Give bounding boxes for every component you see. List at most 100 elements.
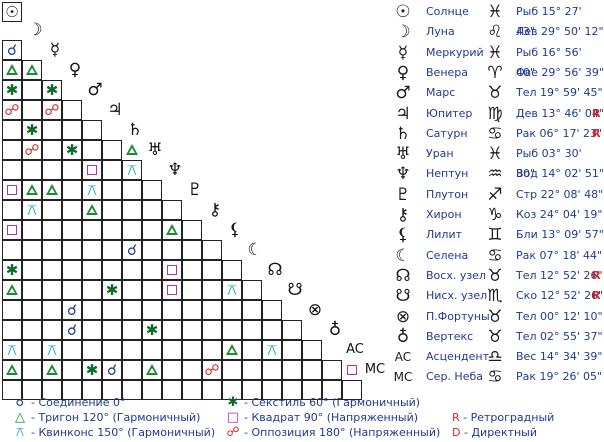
aspect-mark-conjunction: ☌ xyxy=(126,241,138,259)
planet-name: Солнце xyxy=(426,5,469,18)
grid-header-16: ♁ xyxy=(328,320,342,340)
aspect-cell xyxy=(62,240,82,260)
planet-name: Асцендент xyxy=(426,350,489,364)
planet-position: Вод 14° 02' 51" xyxy=(516,167,604,181)
aspect-mark-quincunx: ⚻ xyxy=(47,341,57,359)
aspect-cell xyxy=(142,200,162,220)
aspect-mark-conjunction: ☌ xyxy=(66,301,78,319)
aspect-mark-opposition: ☍ xyxy=(24,141,40,159)
aspect-mark-square xyxy=(162,260,182,280)
aspect-cell xyxy=(262,380,282,400)
grid-header-4: ♂ xyxy=(87,80,103,100)
planet-position: Тел 02° 55' 37" xyxy=(516,329,603,343)
trine-icon xyxy=(26,184,38,195)
planet-glyph-icon: ♀ xyxy=(396,62,410,83)
opposition-icon: ☍ xyxy=(226,425,240,440)
aspect-cell xyxy=(182,300,202,320)
planet-position: Тел 12° 52' 26" xyxy=(516,268,603,282)
aspect-cell xyxy=(2,160,22,180)
planet-glyph-icon: AC xyxy=(394,350,412,365)
aspect-cell xyxy=(182,240,202,260)
grid-header-10: ⚷ xyxy=(208,200,222,220)
aspect-cell xyxy=(62,260,82,280)
planet-position: Рак 06° 17' 23" xyxy=(516,126,603,140)
zodiac-sign-icon: ♉ xyxy=(487,306,503,327)
aspect-cell xyxy=(302,340,322,360)
planet-name: Нисх. узел xyxy=(426,289,488,303)
aspect-cell xyxy=(182,280,202,300)
aspect-cell xyxy=(162,300,182,320)
planet-row: ♅ Уран ♓ Рыб 03° 30' 30" xyxy=(392,144,604,180)
planet-glyph-icon: ♇ xyxy=(395,184,411,205)
aspect-cell xyxy=(82,320,102,340)
aspect-cell xyxy=(202,260,222,280)
planet-glyph-icon: ☋ xyxy=(395,286,411,307)
aspect-cell xyxy=(62,140,82,160)
aspect-cell xyxy=(62,160,82,180)
grid-header-12: ☾ xyxy=(247,240,263,260)
aspect-mark-trine xyxy=(2,360,22,380)
grid-header-5: ♃ xyxy=(107,100,123,120)
planet-row: ☉ Солнце ♓ Рыб 15° 27' 43" xyxy=(392,2,604,38)
planet-name: Меркурий xyxy=(426,45,484,59)
aspect-cell xyxy=(242,340,262,360)
aspect-cell xyxy=(2,340,22,360)
square-icon xyxy=(347,365,357,375)
aspect-cell xyxy=(222,380,242,400)
aspect-cell xyxy=(62,300,82,320)
aspect-cell xyxy=(22,80,42,100)
aspect-cell xyxy=(322,380,342,400)
trine-icon xyxy=(26,64,38,75)
aspect-cell xyxy=(322,360,342,380)
aspect-cell xyxy=(102,360,122,380)
planet-name: Селена xyxy=(426,248,469,262)
square-icon xyxy=(7,225,17,235)
planet-row: ♁ Вертекс ♉ Тел 02° 55' 37" xyxy=(392,327,604,347)
aspect-cell xyxy=(122,180,142,200)
planet-name: Марс xyxy=(426,86,456,100)
retrograde-flag: R xyxy=(592,268,601,282)
trine-icon xyxy=(126,144,138,155)
planet-name: Луна xyxy=(426,25,455,39)
aspect-cell xyxy=(222,300,242,320)
aspect-cell xyxy=(122,380,142,400)
aspect-cell xyxy=(242,320,262,340)
aspect-cell xyxy=(182,320,202,340)
planet-name: Восх. узел xyxy=(426,268,486,282)
aspect-cell xyxy=(162,240,182,260)
aspect-cell xyxy=(222,280,242,300)
planet-row: ⚷ Хирон ♑ Коз 24° 04' 19" xyxy=(392,205,604,225)
planet-position: Дев 13° 46' 04" xyxy=(516,106,604,120)
aspect-cell xyxy=(82,360,102,380)
aspect-cell xyxy=(82,260,102,280)
aspect-mark-trine xyxy=(2,280,22,300)
trine-icon xyxy=(46,184,58,195)
grid-header-9: ♇ xyxy=(187,180,203,200)
aspect-mark-sextile: ✱ xyxy=(5,81,19,99)
grid-header-6: ♄ xyxy=(127,120,143,140)
aspect-cell xyxy=(222,260,242,280)
aspect-cell xyxy=(62,100,82,120)
aspect-cell xyxy=(42,220,62,240)
aspect-cell xyxy=(262,320,282,340)
planet-row: ☾ Селена ♋ Рак 07° 18' 44" xyxy=(392,246,604,266)
planet-row: ♇ Плутон ♐ Стр 22° 08' 48" xyxy=(392,185,604,205)
planet-row: ⚸ Лилит ♊ Бли 13° 09' 57" xyxy=(392,225,604,245)
aspect-cell xyxy=(82,380,102,400)
aspect-cell xyxy=(122,220,142,240)
aspect-cell xyxy=(202,320,222,340)
aspect-cell xyxy=(2,120,22,140)
planet-glyph-icon: ☊ xyxy=(395,265,411,286)
aspect-cell xyxy=(62,280,82,300)
aspect-cell xyxy=(2,80,22,100)
aspect-mark-sextile: ✱ xyxy=(85,361,99,379)
aspect-cell xyxy=(102,300,122,320)
zodiac-sign-icon: ♉ xyxy=(487,265,503,286)
aspect-cell xyxy=(42,120,62,140)
aspect-cell xyxy=(62,120,82,140)
zodiac-sign-icon: ♐ xyxy=(487,184,503,205)
aspect-mark-quincunx: ⚻ xyxy=(27,201,37,219)
zodiac-sign-icon: ♍ xyxy=(487,103,503,124)
aspect-cell xyxy=(62,340,82,360)
grid-header-1: ☽ xyxy=(27,20,43,40)
